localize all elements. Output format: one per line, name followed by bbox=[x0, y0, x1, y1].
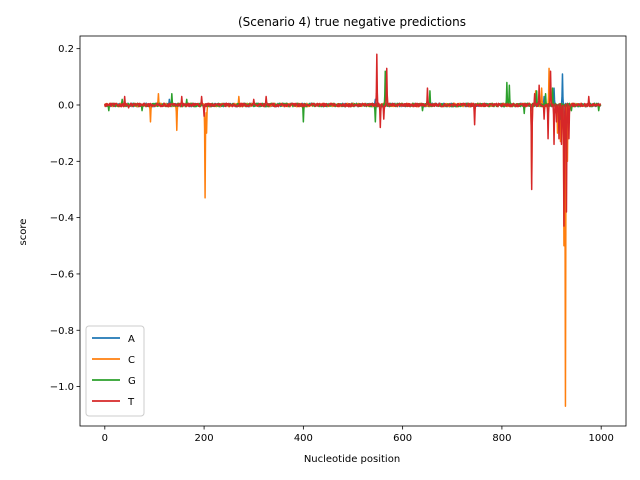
x-tick-label: 400 bbox=[294, 433, 313, 444]
x-tick-label: 600 bbox=[393, 433, 412, 444]
x-tick-label: 1000 bbox=[588, 433, 613, 444]
chart-title: (Scenario 4) true negative predictions bbox=[238, 15, 466, 29]
y-tick-label: 0.0 bbox=[58, 100, 74, 111]
x-tick-label: 0 bbox=[102, 433, 108, 444]
series-line-t bbox=[104, 53, 601, 227]
y-tick-label: −0.4 bbox=[50, 213, 74, 224]
legend-label-c: C bbox=[128, 355, 135, 366]
y-tick-label: −1.0 bbox=[50, 382, 74, 393]
x-tick-label: 200 bbox=[195, 433, 214, 444]
x-tick-label: 800 bbox=[492, 433, 511, 444]
legend-label-t: T bbox=[127, 397, 135, 408]
legend-label-g: G bbox=[128, 376, 136, 387]
y-tick-label: −0.8 bbox=[50, 326, 74, 337]
y-tick-label: 0.2 bbox=[58, 44, 74, 55]
y-axis-label: score bbox=[18, 219, 29, 246]
legend-label-a: A bbox=[128, 334, 135, 345]
axes-layer: 0 200 400 600 800 1000 0.2 0.0 −0.2 −0.4 −0.6 −0.8 −… bbox=[50, 35, 627, 444]
y-tick-label: −0.2 bbox=[50, 157, 74, 168]
y-tick-label: −0.6 bbox=[50, 269, 74, 280]
legend-box bbox=[85, 325, 145, 417]
series-layer bbox=[104, 53, 602, 408]
x-axis-label: Nucleotide position bbox=[304, 454, 400, 465]
plot-frame bbox=[79, 35, 627, 427]
